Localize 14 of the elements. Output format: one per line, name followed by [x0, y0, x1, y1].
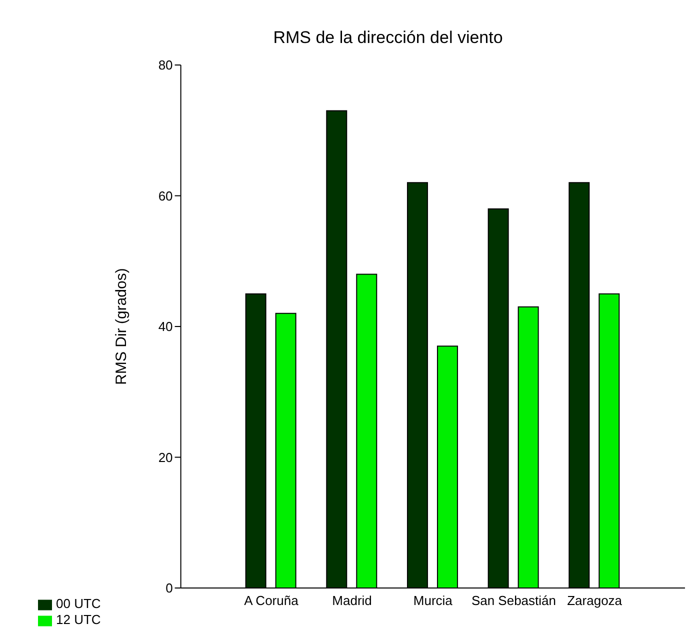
y-tick-label: 40: [158, 319, 173, 334]
y-tick-label: 60: [158, 188, 173, 204]
chart-title: RMS de la dirección del viento: [272, 28, 504, 48]
x-tick-label: Madrid: [332, 593, 372, 608]
legend-label: 12 UTC: [56, 612, 101, 627]
x-tick-label: Zaragoza: [567, 593, 623, 608]
x-tick-label: A Coruña: [244, 593, 300, 608]
legend-label: 00 UTC: [56, 596, 101, 611]
y-tick-label: 80: [158, 58, 173, 73]
y-tick-label: 0: [166, 580, 173, 596]
x-tick-label: Murcia: [413, 593, 454, 608]
y-tick-label: 20: [158, 450, 173, 465]
x-tick-label: San Sebastián: [471, 593, 556, 608]
y-axis-title: RMS Dir (grados): [113, 268, 130, 385]
